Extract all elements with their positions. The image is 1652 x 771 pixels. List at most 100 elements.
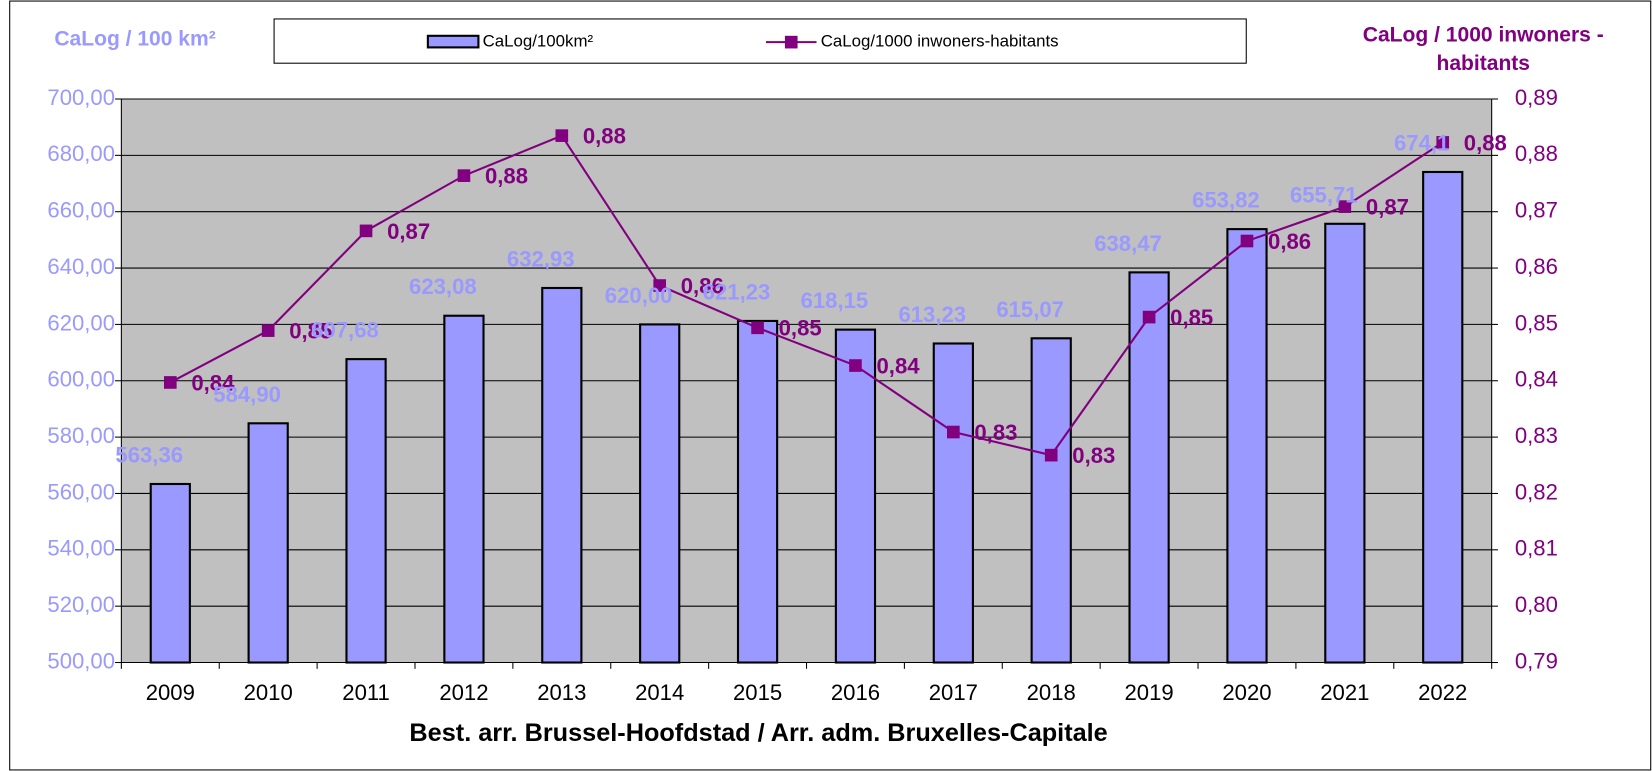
bar [541, 286, 583, 664]
line-marker [261, 324, 275, 337]
line-marker [1044, 448, 1058, 462]
bar [932, 342, 974, 664]
x-tick-label: 2022 [1418, 680, 1467, 705]
bar-value-label: 623,08 [409, 274, 477, 299]
bar [639, 323, 681, 664]
line-value-label: 0,88 [485, 164, 528, 189]
legend-marker [784, 35, 798, 49]
line-marker [947, 425, 960, 439]
line-marker [555, 129, 569, 142]
bar [149, 482, 191, 664]
y2-tick-label: 0,87 [1515, 198, 1558, 223]
line-value-label: 0,83 [974, 420, 1017, 445]
line-marker [751, 321, 764, 335]
bar [1324, 222, 1366, 664]
line-value-label: 0,83 [1072, 443, 1115, 468]
y2-tick-label: 0,88 [1515, 141, 1558, 166]
line-value-label: 0,84 [191, 370, 235, 395]
bar [247, 422, 289, 664]
y2-tick-label: 0,80 [1515, 592, 1558, 617]
legend-label: CaLog/100km² [483, 32, 594, 51]
line-value-label: 0,87 [1366, 195, 1409, 220]
line [169, 134, 1444, 457]
x-tick-label: 2016 [831, 680, 880, 705]
line-marker [457, 169, 471, 182]
bar [1422, 170, 1464, 664]
bar [345, 358, 387, 664]
x-tick-label: 2013 [537, 680, 586, 705]
bar [443, 314, 485, 664]
y-tick-label: 620,00 [47, 310, 115, 335]
y2-tick-label: 0,79 [1515, 648, 1558, 673]
x-axis-title: Best. arr. Brussel-Hoofdstad / Arr. adm.… [409, 719, 1107, 747]
bar-value-label: 563,36 [115, 442, 183, 467]
x-tick-label: 2012 [439, 680, 488, 705]
x-tick-label: 2009 [146, 680, 195, 705]
y2-tick-label: 0,84 [1515, 367, 1558, 392]
bar-value-label: 620,00 [605, 283, 673, 308]
bar-value-label: 674,1 [1394, 130, 1449, 155]
line-marker [359, 224, 373, 238]
bar-value-label: 615,07 [996, 297, 1064, 322]
line-marker [1338, 200, 1352, 213]
bar-value-label: 621,23 [703, 279, 771, 304]
legend-label: CaLog/1000 inwoners-habitants [821, 32, 1059, 51]
bar-value-label: 607,68 [311, 318, 379, 343]
x-tick-label: 2017 [929, 680, 978, 705]
y-tick-label: 700,00 [47, 85, 115, 110]
y2-tick-label: 0,89 [1515, 85, 1558, 110]
legend [273, 18, 1247, 64]
y-tick-label: 640,00 [47, 254, 115, 279]
y2-tick-label: 0,86 [1515, 254, 1558, 279]
bar-value-label: 653,82 [1192, 188, 1260, 213]
y-tick-label: 560,00 [47, 479, 115, 504]
x-tick-label: 2014 [635, 680, 684, 705]
x-tick-label: 2010 [244, 680, 293, 705]
bar [1226, 228, 1268, 664]
bar-value-label: 613,23 [898, 302, 966, 327]
line-value-label: 0,88 [1464, 130, 1507, 155]
x-tick-label: 2018 [1027, 680, 1076, 705]
line-value-label: 0,85 [289, 319, 332, 344]
bar-value-label: 618,15 [801, 288, 869, 313]
y2-tick-label: 0,81 [1515, 536, 1558, 561]
y2-axis-title: habitants [1436, 52, 1530, 75]
bar-value-label: 655,71 [1290, 182, 1358, 207]
y2-tick-label: 0,85 [1515, 310, 1558, 335]
bar-value-label: 638,47 [1094, 231, 1162, 256]
legend-swatch [426, 34, 480, 49]
y-tick-label: 540,00 [47, 536, 115, 561]
y-axis-title: CaLog / 100 km² [54, 28, 215, 51]
x-tick-label: 2015 [733, 680, 782, 705]
line-marker [163, 376, 177, 389]
y-tick-label: 660,00 [47, 198, 115, 223]
y-tick-label: 500,00 [47, 648, 115, 673]
bar [1128, 271, 1170, 664]
y-tick-label: 600,00 [47, 367, 115, 392]
line-marker [653, 279, 667, 292]
x-tick-label: 2020 [1222, 680, 1271, 705]
x-tick-label: 2019 [1124, 680, 1173, 705]
line-value-label: 0,86 [681, 273, 724, 298]
line-marker [1436, 136, 1450, 149]
y-tick-label: 680,00 [47, 141, 115, 166]
line-value-label: 0,88 [583, 124, 626, 149]
bar [1030, 337, 1072, 664]
line-value-label: 0,85 [1170, 305, 1213, 330]
line-value-label: 0,87 [387, 219, 430, 244]
line-marker [1240, 234, 1254, 248]
line-value-label: 0,86 [1268, 229, 1311, 254]
bar-value-label: 632,93 [507, 246, 575, 271]
bar [834, 328, 877, 664]
line-marker [849, 359, 862, 372]
x-tick-label: 2011 [342, 680, 390, 705]
bar-value-label: 584,90 [213, 382, 281, 407]
y2-tick-label: 0,82 [1515, 479, 1558, 504]
y2-axis-title: CaLog / 1000 inwoners - [1363, 23, 1604, 46]
bar [736, 319, 779, 664]
y-tick-label: 520,00 [47, 592, 115, 617]
line-value-label: 0,84 [877, 353, 921, 378]
line-marker [1142, 310, 1156, 324]
x-tick-label: 2021 [1320, 680, 1369, 705]
